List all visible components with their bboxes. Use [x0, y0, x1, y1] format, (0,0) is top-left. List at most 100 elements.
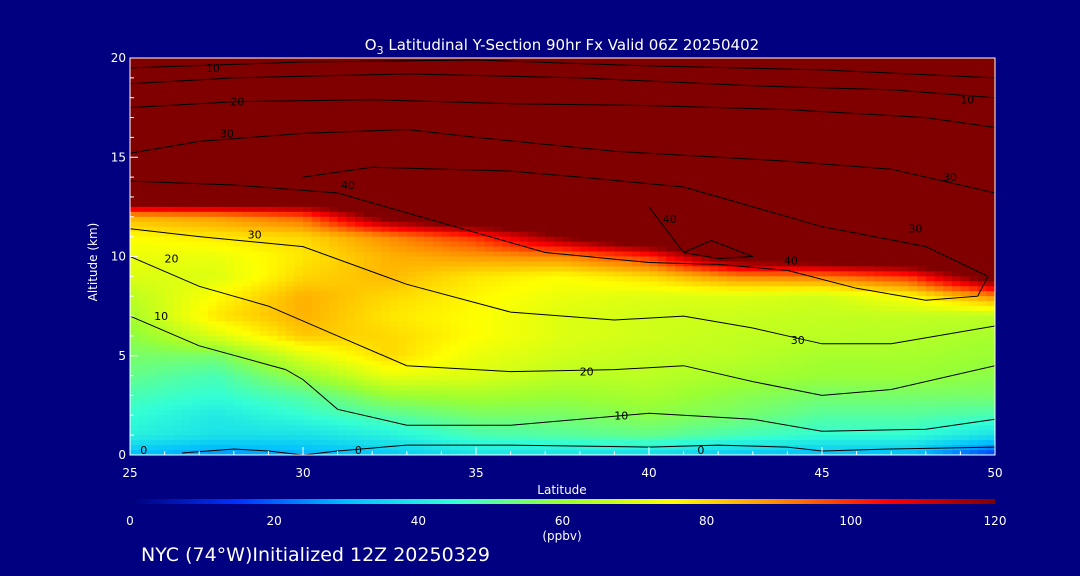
heatmap-cell — [406, 236, 417, 243]
heatmap-cell — [484, 221, 494, 228]
heatmap-cell — [242, 67, 252, 74]
heatmap-cell — [588, 77, 598, 84]
heatmap-cell — [960, 67, 970, 74]
heatmap-cell — [882, 92, 892, 99]
heatmap-cell — [164, 226, 174, 233]
heatmap-cell — [147, 281, 157, 287]
heatmap-cell — [155, 147, 166, 153]
heatmap-cell — [943, 92, 953, 99]
heatmap-cell — [562, 226, 572, 233]
heatmap-cell — [415, 97, 425, 104]
heatmap-cell — [934, 226, 944, 233]
heatmap-cell — [207, 301, 218, 307]
heatmap-cell — [320, 301, 330, 307]
heatmap-cell — [458, 206, 468, 213]
heatmap-cell — [147, 296, 157, 302]
heatmap-cell — [501, 226, 512, 233]
heatmap-cell — [277, 211, 287, 218]
heatmap-cell — [155, 276, 166, 282]
heatmap-cell — [623, 92, 633, 99]
heatmap-cell — [597, 157, 607, 163]
heatmap-cell — [181, 241, 192, 248]
heatmap-cell — [657, 58, 667, 64]
heatmap-cell — [450, 211, 460, 218]
heatmap-cell — [320, 62, 330, 69]
heatmap-cell — [917, 152, 927, 158]
heatmap-cell — [847, 132, 858, 138]
heatmap-cell — [908, 187, 918, 193]
heatmap-cell — [199, 226, 209, 233]
heatmap-cell — [597, 167, 607, 173]
heatmap-cell — [467, 112, 477, 119]
heatmap-cell — [969, 246, 979, 253]
heatmap-cell — [692, 142, 702, 148]
heatmap-cell — [527, 187, 538, 193]
heatmap-cell — [865, 142, 875, 148]
heatmap-cell — [597, 177, 607, 183]
heatmap-cell — [130, 236, 140, 243]
heatmap-cell — [389, 296, 399, 302]
heatmap-cell — [493, 266, 503, 272]
heatmap-cell — [605, 276, 615, 282]
heatmap-cell — [856, 236, 866, 243]
heatmap-cell — [233, 112, 244, 119]
heatmap-cell — [501, 301, 512, 307]
heatmap-cell — [441, 162, 451, 168]
heatmap-cell — [303, 251, 313, 258]
heatmap-cell — [138, 301, 148, 307]
heatmap-cell — [398, 107, 408, 114]
heatmap-cell — [164, 92, 174, 99]
heatmap-cell — [199, 291, 209, 297]
heatmap-cell — [424, 236, 434, 243]
heatmap-cell — [190, 271, 200, 277]
heatmap-cell — [735, 62, 745, 69]
heatmap-cell — [389, 72, 399, 79]
heatmap-cell — [268, 286, 278, 292]
heatmap-cell — [839, 62, 849, 69]
heatmap-cell — [337, 291, 347, 297]
heatmap-cell — [796, 77, 806, 84]
heatmap-cell — [424, 182, 434, 188]
heatmap-cell — [432, 167, 442, 173]
heatmap-cell — [320, 152, 330, 158]
heatmap-cell — [441, 261, 451, 268]
heatmap-cell — [406, 261, 417, 268]
heatmap-cell — [917, 301, 927, 307]
heatmap-cell — [778, 216, 788, 223]
heatmap-cell — [380, 276, 391, 282]
heatmap-cell — [450, 271, 460, 277]
heatmap-cell — [389, 142, 399, 148]
heatmap-cell — [545, 82, 555, 89]
heatmap-cell — [138, 231, 148, 238]
heatmap-cell — [674, 142, 685, 148]
heatmap-cell — [476, 211, 486, 218]
heatmap-cell — [424, 226, 434, 233]
heatmap-cell — [320, 77, 330, 84]
heatmap-cell — [346, 172, 356, 178]
heatmap-cell — [718, 196, 728, 203]
heatmap-cell — [752, 77, 763, 84]
heatmap-cell — [891, 117, 901, 124]
heatmap-cell — [562, 216, 572, 223]
heatmap-cell — [432, 251, 442, 258]
heatmap-cell — [484, 301, 494, 307]
heatmap-cell — [536, 157, 546, 163]
heatmap-cell — [951, 102, 961, 109]
heatmap-cell — [294, 211, 304, 218]
heatmap-cell — [726, 58, 737, 64]
heatmap-cell — [873, 286, 884, 292]
heatmap-cell — [761, 167, 771, 173]
heatmap-cell — [199, 112, 209, 119]
heatmap-cell — [865, 62, 875, 69]
heatmap-cell — [190, 246, 200, 253]
heatmap-cell — [199, 276, 209, 282]
heatmap-cell — [493, 122, 503, 129]
heatmap-cell — [527, 216, 538, 223]
heatmap-cell — [588, 231, 598, 238]
heatmap-cell — [640, 291, 650, 297]
heatmap-cell — [891, 182, 901, 188]
heatmap-cell — [259, 236, 269, 243]
heatmap-cell — [277, 157, 287, 163]
heatmap-cell — [553, 62, 564, 69]
heatmap-cell — [216, 211, 226, 218]
